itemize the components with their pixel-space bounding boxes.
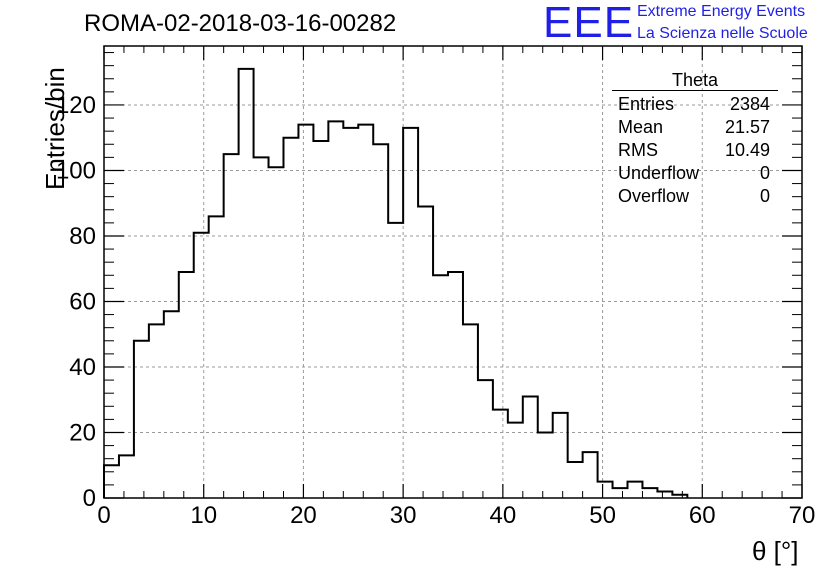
histogram-bin xyxy=(119,455,134,498)
stats-row-entries: Entries 2384 xyxy=(612,93,778,116)
histogram-bin xyxy=(433,275,448,498)
stats-row-mean: Mean 21.57 xyxy=(612,116,778,139)
y-tick-label: 80 xyxy=(69,223,96,250)
histogram-bin xyxy=(313,141,328,498)
stats-row-underflow: Underflow 0 xyxy=(612,162,778,185)
histogram-bin xyxy=(194,233,209,498)
stats-row-overflow: Overflow 0 xyxy=(612,185,778,208)
stats-value: 10.49 xyxy=(724,140,770,160)
x-tick-label: 10 xyxy=(190,502,217,529)
histogram-bin xyxy=(568,462,583,498)
x-tick-label: 20 xyxy=(290,502,317,529)
logo-tagline-2: La Scienza nelle Scuole xyxy=(637,25,808,42)
logo-tagline-1: Extreme Energy Events xyxy=(637,3,806,20)
histogram-bin xyxy=(134,341,149,498)
histogram-bin xyxy=(343,128,358,498)
tick-labels: 0 10 20 30 40 50 60 70 0 20 40 60 80 100 120 xyxy=(56,92,815,529)
stats-value: 2384 xyxy=(729,94,770,114)
stats-label: Mean xyxy=(618,117,664,137)
histogram-bin xyxy=(613,488,628,498)
stats-box: Theta Entries 2384 Mean 21.57 RMS 10.49 … xyxy=(612,70,778,208)
histogram-bin xyxy=(523,396,538,498)
x-tick-label: 60 xyxy=(689,502,716,529)
y-axis-label-wrap: Entries/bin xyxy=(6,67,70,190)
histogram-bin xyxy=(403,128,418,498)
histogram-outline xyxy=(103,67,689,498)
eee-logo: EEE xyxy=(543,0,635,47)
y-tick-label: 40 xyxy=(69,354,96,381)
x-tick-label: 50 xyxy=(589,502,616,529)
histogram-bin xyxy=(209,216,224,498)
y-tick-label: 20 xyxy=(69,419,96,446)
x-axis-label: θ [°] xyxy=(752,536,799,566)
histogram-bin xyxy=(269,167,284,498)
histogram-bin xyxy=(583,452,598,498)
histogram-bin xyxy=(628,482,643,498)
stats-value: 0 xyxy=(759,186,770,206)
histogram-bin xyxy=(179,272,194,498)
histogram-bin xyxy=(283,138,298,498)
y-axis-label: Entries/bin xyxy=(40,67,70,190)
histogram-bin xyxy=(298,125,313,498)
histogram-bin xyxy=(642,488,657,498)
histogram-bin xyxy=(239,69,254,498)
histogram-bin xyxy=(553,413,568,498)
histogram-bin xyxy=(358,125,373,498)
stats-value: 0 xyxy=(759,163,770,183)
histogram-bin xyxy=(104,465,119,498)
grid-lines xyxy=(104,46,802,498)
plot-frame xyxy=(103,45,803,499)
y-tick-label: 120 xyxy=(56,92,96,119)
x-tick-label: 40 xyxy=(490,502,517,529)
stats-label: Underflow xyxy=(618,163,700,183)
stats-title: Theta xyxy=(612,70,778,91)
y-tick-label: 0 xyxy=(83,485,96,512)
histogram-bin xyxy=(448,272,463,498)
y-tick-label: 100 xyxy=(56,157,96,184)
histogram-bin xyxy=(418,206,433,498)
histogram-bin xyxy=(508,423,523,498)
stats-label: Entries xyxy=(618,94,675,114)
x-tick-label: 70 xyxy=(789,502,816,529)
histogram-bin xyxy=(598,482,613,498)
stats-value: 21.57 xyxy=(724,117,770,137)
axes xyxy=(103,45,803,499)
histogram-bins xyxy=(103,67,689,498)
histogram-bin xyxy=(538,432,553,498)
histogram-bin xyxy=(224,154,239,498)
chart-title: ROMA-02-2018-03-16-00282 xyxy=(84,10,397,37)
histogram-bin xyxy=(373,144,388,498)
histogram-bin xyxy=(254,157,269,498)
y-tick-label: 60 xyxy=(69,288,96,315)
stats-row-rms: RMS 10.49 xyxy=(612,139,778,162)
stats-label: Overflow xyxy=(618,186,690,206)
histogram-bin xyxy=(164,311,179,498)
histogram-bin xyxy=(328,121,343,498)
histogram-bin xyxy=(149,324,164,498)
x-tick-label: 30 xyxy=(390,502,417,529)
histogram-bin xyxy=(463,324,478,498)
histogram-bin xyxy=(493,410,508,498)
x-tick-label: 0 xyxy=(97,502,110,529)
histogram-bin xyxy=(388,223,403,498)
stats-label: RMS xyxy=(618,140,658,160)
histogram-bin xyxy=(478,380,493,498)
